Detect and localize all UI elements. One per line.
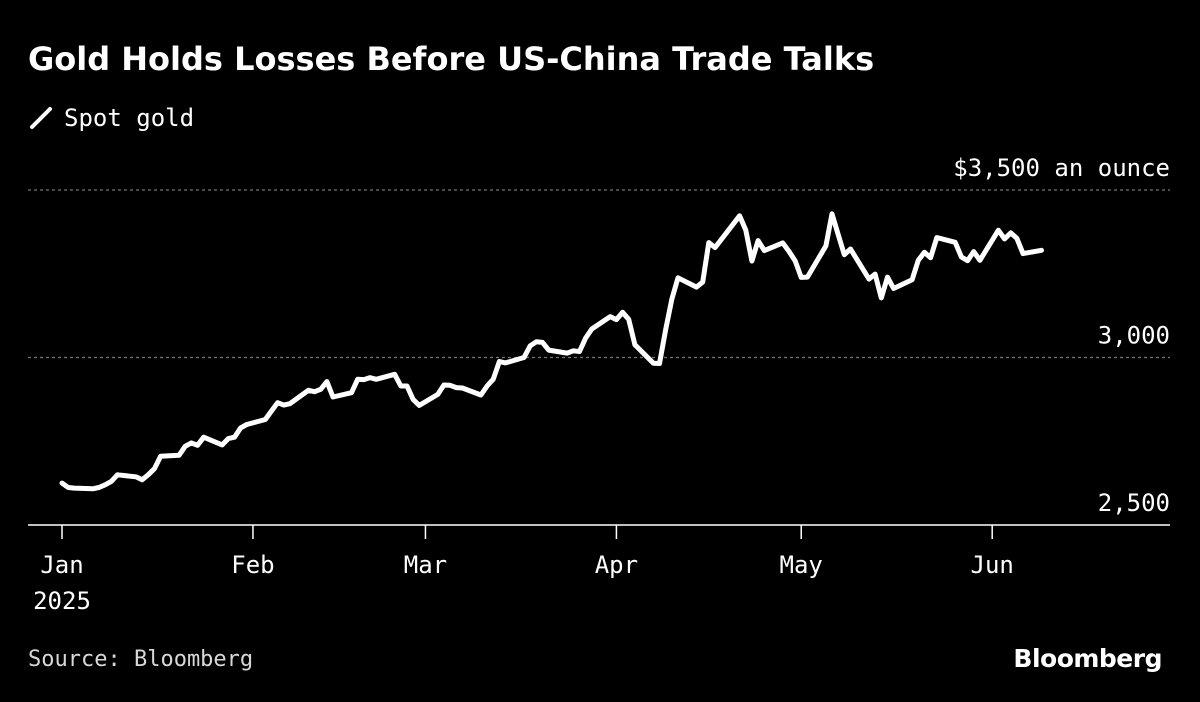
x-tick-label: Jun	[971, 551, 1014, 579]
bloomberg-logo: Bloomberg	[1013, 644, 1162, 673]
x-tick-label: Jan	[40, 551, 83, 579]
x-tick-label: Feb	[231, 551, 274, 579]
gridlines	[28, 189, 1170, 359]
x-tick-label: Mar	[404, 551, 447, 579]
x-axis: Jan 2025 Feb Mar Apr May Jun	[28, 524, 1170, 615]
y-tick-label: $3,500 an ounce	[953, 154, 1170, 182]
legend-line-icon	[30, 107, 52, 129]
series-line-spot-gold	[59, 211, 1044, 492]
x-tick-label: Apr	[595, 551, 638, 579]
legend: Spot gold	[28, 104, 194, 132]
chart-title: Gold Holds Losses Before US-China Trade …	[28, 40, 875, 78]
x-tick-label: May	[780, 551, 823, 579]
y-tick-label: 3,000	[1098, 322, 1170, 350]
series-layer	[59, 211, 1044, 492]
y-tick-label: 2,500	[1098, 489, 1170, 517]
source-note: Source: Bloomberg	[28, 647, 254, 672]
legend-label: Spot gold	[64, 104, 195, 132]
x-tick-sublabel: 2025	[33, 587, 91, 615]
y-axis-ticks: $3,500 an ounce 3,000 2,500	[953, 154, 1170, 517]
